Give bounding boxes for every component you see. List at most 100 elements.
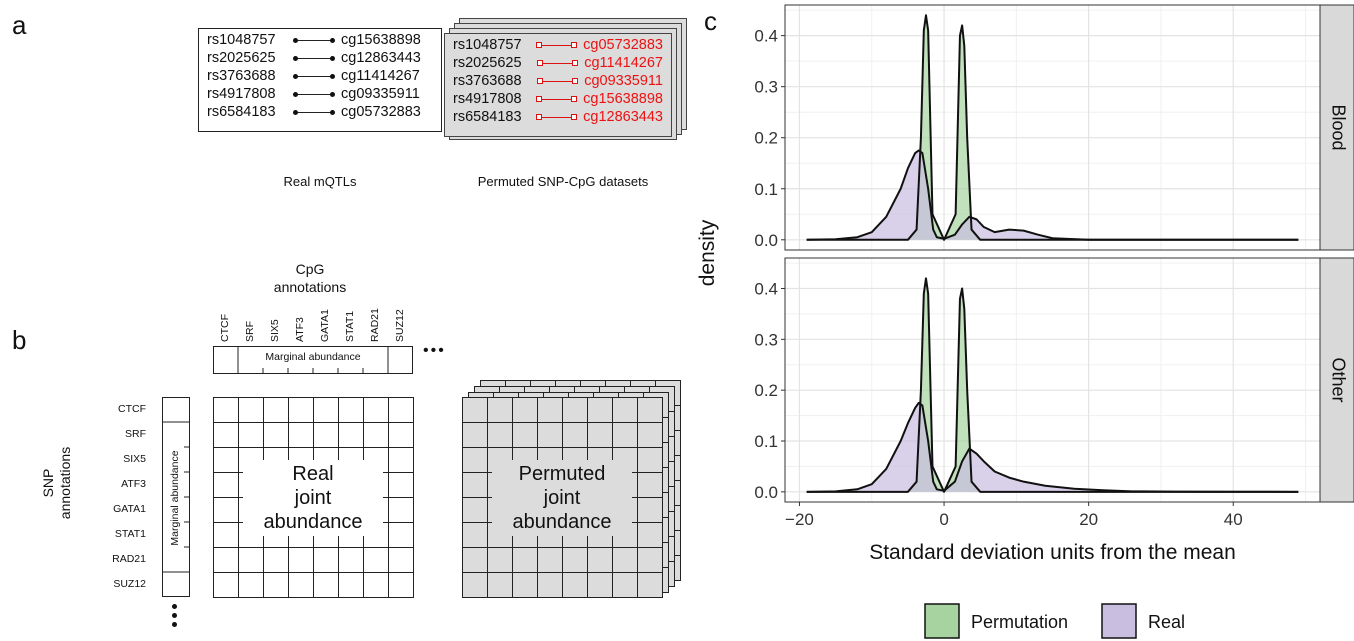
facet-strip [1319, 4, 1354, 251]
real-grid-text: Real joint abundance [243, 460, 383, 536]
snp-id: rs1048757 [207, 32, 276, 48]
facet-other: 0.0 0.1 0.2 0.3 0.4 Other −20 0 20 40 [754, 257, 1354, 529]
line-real [806, 149, 1299, 241]
cpg-marginal-label: Marginal abundance [265, 351, 361, 363]
horizontal-ellipsis: ••• [423, 342, 446, 359]
permuted-mqtl-table: rs1048757 cg05732883 rs2025625 cg11414267 rs… [444, 33, 672, 137]
snp-id: rs1048757 [453, 37, 522, 53]
snp-id: rs2025625 [207, 50, 276, 66]
pair-connector [536, 96, 578, 102]
panel-b-label: b [12, 325, 27, 355]
pair-connector [293, 37, 335, 43]
pair-connector [293, 55, 335, 61]
pair-connector [293, 91, 335, 97]
pair-connector [536, 42, 578, 48]
y-tick-label: 0.3 [754, 330, 778, 349]
real-grid-line1: Real [292, 463, 334, 485]
cpg-annotation-label: SRF [244, 321, 256, 342]
facet-strip-label: Other [1328, 357, 1348, 402]
cpg-id: cg09335911 [584, 73, 663, 89]
line-permutation [806, 14, 1299, 241]
snp-id: rs4917808 [207, 86, 276, 102]
snp-title-line1: SNP [40, 468, 56, 498]
density-chart: 0.0 0.1 0.2 0.3 0.4 Blood 0.0 0.1 0.2 0.3 0.4 Other… [696, 4, 1354, 639]
snp-marginal-label: Marginal abundance [169, 450, 181, 546]
snp-annotation-label: SUZ12 [113, 578, 146, 590]
panel-c-label: c [704, 6, 717, 36]
legend-key [1101, 603, 1137, 639]
real-pair-row: rs1048757 cg15638898 [207, 31, 433, 49]
permuted-grid-line1: Permuted [518, 463, 606, 485]
cpg-title-line2: annotations [273, 279, 347, 295]
cpg-title-line1: CpG [295, 261, 325, 277]
cpg-id: cg12863443 [583, 109, 663, 125]
cpg-id: cg11414267 [584, 55, 663, 71]
area-permutation [806, 278, 1299, 492]
facet-blood: 0.0 0.1 0.2 0.3 0.4 Blood [754, 4, 1354, 251]
real-pair-row: rs2025625 cg12863443 [207, 49, 433, 67]
permuted-pair-row: rs1048757 cg05732883 [453, 36, 663, 54]
cpg-annotation-label: CTCF [219, 314, 231, 342]
permuted-pair-row: rs2025625 cg11414267 [453, 54, 663, 72]
cpg-annotation-label: SIX5 [269, 319, 281, 342]
legend-label: Real [1148, 612, 1185, 632]
x-tick-label: 20 [1079, 510, 1098, 529]
snp-annotation-label: STAT1 [114, 528, 146, 540]
pair-connector [293, 73, 335, 79]
cpg-id: cg05732883 [341, 104, 421, 120]
real-grid-line3: abundance [263, 511, 363, 533]
real-pair-row: rs4917808 cg09335911 [207, 85, 433, 103]
real-pair-row: rs3763688 cg11414267 [207, 67, 433, 85]
real-mqtl-table: rs1048757 cg15638898 rs2025625 cg12863443 rs… [198, 28, 442, 132]
facet-strip [1319, 257, 1354, 503]
snp-annotation-label: ATF3 [121, 478, 146, 490]
real-mqtl-caption: Real mQTLs [283, 174, 357, 189]
y-tick-label: 0.3 [754, 78, 778, 97]
permuted-grid-text: Permuted joint abundance [492, 460, 632, 536]
permuted-grid-line2: joint [543, 487, 581, 509]
cpg-id: cg09335911 [341, 86, 420, 102]
y-tick-label: 0.4 [754, 280, 778, 299]
permuted-caption: Permuted SNP-CpG datasets [477, 174, 649, 189]
y-axis-title: density [696, 219, 719, 286]
pair-connector [536, 114, 578, 120]
snp-marginal-bar [162, 397, 190, 597]
area-permutation [806, 15, 1299, 240]
snp-id: rs6584183 [453, 109, 522, 125]
x-tick-label: 40 [1224, 510, 1243, 529]
cpg-id: cg12863443 [341, 50, 421, 66]
permuted-grid-line3: abundance [512, 511, 612, 533]
pair-connector [537, 78, 579, 84]
y-tick-label: 0.2 [754, 381, 778, 400]
legend: Permutation Real [924, 603, 1185, 639]
cpg-annotation-label: GATA1 [319, 309, 331, 342]
area-real [806, 150, 1299, 240]
y-tick-label: 0.4 [754, 27, 778, 46]
cpg-marginal-bar [213, 346, 413, 374]
snp-annotation-label: SRF [125, 428, 146, 440]
panel-a-label: a [12, 10, 27, 40]
pair-connector [293, 109, 335, 115]
x-tick-label: −20 [785, 510, 814, 529]
line-real [806, 401, 1299, 493]
snp-title-line2: annotations [57, 446, 73, 520]
snp-id: rs2025625 [453, 55, 522, 71]
line-permutation [806, 277, 1299, 493]
y-tick-label: 0.2 [754, 129, 778, 148]
snp-annotation-label: RAD21 [112, 553, 146, 565]
cpg-annotation-label: RAD21 [369, 308, 381, 342]
legend-key [924, 603, 960, 639]
cpg-annotation-label: SUZ12 [394, 309, 406, 342]
permuted-pair-row: rs3763688 cg09335911 [453, 72, 663, 90]
y-tick-label: 0.1 [754, 432, 778, 451]
cpg-annotation-label: STAT1 [344, 310, 356, 342]
legend-label: Permutation [971, 612, 1068, 632]
snp-id: rs3763688 [207, 68, 276, 84]
snp-annotation-label: GATA1 [113, 503, 146, 515]
area-real [806, 402, 1299, 492]
real-grid-line2: joint [294, 487, 332, 509]
cpg-id: cg15638898 [583, 91, 663, 107]
cpg-annotation-label: ATF3 [294, 317, 306, 342]
cpg-id: cg11414267 [341, 68, 420, 84]
cpg-id: cg05732883 [583, 37, 663, 53]
